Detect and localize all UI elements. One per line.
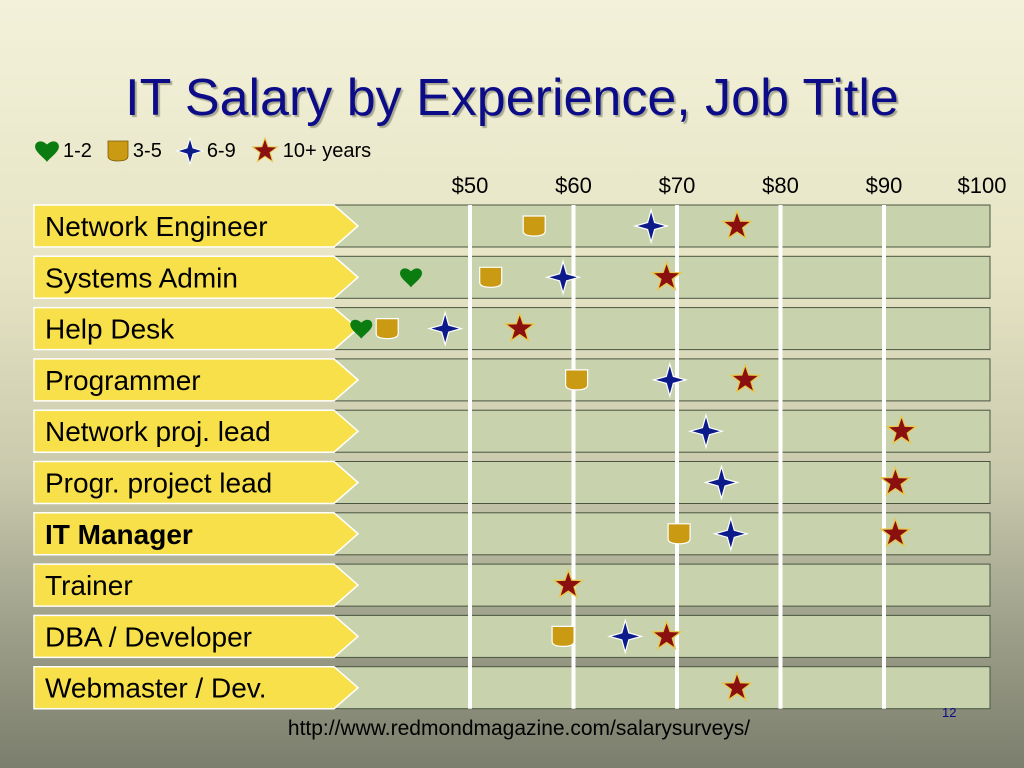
star-marker	[552, 568, 585, 599]
four-point-star-marker	[703, 464, 740, 501]
x-tick-label: $60	[555, 173, 592, 198]
star-marker	[879, 516, 912, 548]
four-point-star-marker	[712, 515, 750, 553]
x-tick-label: $100	[958, 173, 1007, 198]
x-tick-label: $50	[452, 173, 489, 198]
category-label: Webmaster / Dev.	[45, 673, 266, 704]
category-label: Programmer	[45, 365, 201, 396]
row-label-box	[33, 255, 360, 300]
shield-icon	[107, 140, 129, 162]
shield-marker	[479, 266, 503, 288]
star-marker	[879, 465, 912, 497]
category-label: IT Manager	[45, 519, 193, 550]
four-point-star-marker	[651, 361, 689, 399]
x-tick-label: $90	[866, 173, 903, 198]
four-point-star-marker	[607, 618, 644, 655]
category-label: Network Engineer	[45, 211, 268, 242]
page-number: 12	[942, 705, 957, 720]
shield-marker	[522, 215, 546, 237]
row-label-box	[33, 614, 360, 659]
shield-marker	[564, 369, 589, 391]
row-label-box	[33, 204, 360, 248]
row-label-box	[33, 563, 360, 607]
heart-marker	[400, 268, 422, 288]
four-point-star-marker	[426, 310, 464, 347]
legend-item-1-2: 1-2	[34, 138, 92, 164]
legend-label: 6-9	[206, 139, 236, 162]
row-label-box	[33, 358, 360, 402]
row-label-box	[33, 665, 360, 710]
row-label-box	[33, 306, 360, 351]
category-label: DBA / Developer	[45, 621, 252, 652]
star-marker	[650, 260, 683, 291]
legend-item-3-5: 3-5	[106, 139, 162, 163]
legend-label: 10+ years	[282, 139, 372, 162]
star-marker	[720, 670, 754, 702]
category-label: Progr. project lead	[45, 468, 272, 499]
row-label-box	[33, 409, 360, 453]
x-tick-label: $70	[659, 173, 696, 198]
source-url: http://www.redmondmagazine.com/salarysur…	[287, 717, 751, 740]
star-icon	[250, 136, 279, 163]
star-marker	[650, 619, 683, 651]
star-marker	[885, 414, 918, 445]
star-marker	[729, 362, 762, 394]
shield-marker	[667, 523, 691, 545]
slide-title: IT Salary by Experience, Job Title	[125, 69, 899, 127]
shield-marker	[375, 318, 399, 340]
four-point-star-marker	[632, 207, 670, 245]
category-label: Systems Admin	[45, 262, 238, 293]
legend-item-6-9: 6-9	[175, 137, 236, 165]
category-label: Network proj. lead	[45, 416, 271, 447]
four-point-star-marker	[544, 259, 582, 296]
category-label: Help Desk	[45, 314, 175, 345]
category-label: Trainer	[45, 570, 133, 601]
x-tick-label: $80	[762, 173, 799, 198]
star-marker	[720, 209, 754, 240]
legend-label: 3-5	[132, 139, 162, 162]
legend-item-10-plus: 10+ years	[250, 136, 371, 166]
heart-icon	[35, 141, 59, 162]
heart-marker	[350, 319, 373, 339]
legend: 1-2 3-5 6-9 10+ years	[34, 134, 385, 168]
legend-label: 1-2	[63, 139, 92, 162]
star-marker	[503, 311, 536, 343]
row-label-box	[33, 460, 360, 505]
four-point-star-marker	[687, 412, 725, 450]
shield-marker	[551, 625, 575, 648]
four-point-star-icon	[175, 137, 204, 165]
row-label-box	[33, 512, 360, 556]
